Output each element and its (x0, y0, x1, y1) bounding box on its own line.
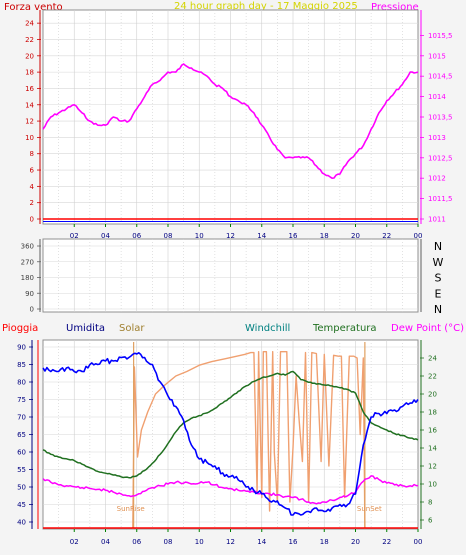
chart-title: 24 hour graph day - 17 Maggio 2025 (174, 1, 358, 12)
chart3-right-tick-label: 10 (428, 481, 437, 489)
chart3-xtick-label: 02 (70, 538, 79, 546)
chart3-xtick-label: 06 (132, 538, 141, 546)
chart3-left-tick-label: 75 (17, 396, 26, 404)
chart3-xtick-label: 14 (257, 538, 266, 546)
chart1-left-tick-label: 14 (25, 101, 34, 109)
chart3-right-tick-label: 8 (428, 499, 432, 507)
dewpoint-legend: Dew Point (°C) (391, 323, 464, 334)
chart3-left-tick-label: 45 (17, 501, 26, 509)
chart1-xtick-label: 18 (320, 232, 329, 240)
chart3-humidity-line (42, 352, 419, 516)
chart3-xtick-label: 10 (195, 538, 204, 546)
chart1-right-tick-label: 1014 (428, 93, 446, 101)
chart3-right-tick-label: 22 (428, 373, 437, 381)
chart1-left-tick-label: 4 (30, 183, 35, 191)
chart1-xtick-label: 06 (132, 232, 141, 240)
chart1-left-tick-label: 10 (25, 134, 34, 142)
chart3-left-tick-label: 60 (17, 449, 26, 457)
chart3-xtick-label: 20 (351, 538, 360, 546)
windchill-legend: Windchill (245, 323, 290, 334)
sunrise-label: SunRise (117, 505, 145, 513)
chart2-tick-label: 90 (25, 290, 34, 298)
chart3-right-tick-label: 20 (428, 391, 437, 399)
chart2-direction-label: N (434, 240, 442, 253)
chart3-left-tick-label: 70 (17, 414, 26, 422)
chart1-left-tick-label: 6 (30, 167, 35, 175)
chart3-xtick-label: 16 (289, 538, 298, 546)
chart3-left-tick-label: 50 (17, 484, 26, 492)
chart1-left-tick-label: 24 (25, 20, 34, 28)
chart1-xtick-label: 04 (101, 232, 110, 240)
chart3-solar-line (132, 351, 366, 530)
chart1-left-tick-label: 18 (25, 69, 34, 77)
chart1-xtick-label: 02 (70, 232, 79, 240)
chart3-left-tick-label: 90 (17, 344, 26, 352)
chart1-right-tick-label: 1015 (428, 52, 446, 60)
chart1-pressure-line (42, 63, 419, 179)
chart1-right-tick-label: 1013,5 (428, 114, 453, 122)
chart1-left-tick-label: 2 (30, 199, 34, 207)
chart3-left-tick-label: 65 (17, 431, 26, 439)
chart2-tick-label: 270 (21, 258, 34, 266)
chart1-left-tick-label: 22 (25, 36, 34, 44)
chart1-left-tick-label: 8 (30, 150, 34, 158)
chart1-xtick-label: 16 (289, 232, 298, 240)
chart1-xtick-label: 10 (195, 232, 204, 240)
chart1-right-tick-label: 1011 (428, 216, 446, 224)
chart3-temperature-line (42, 370, 419, 479)
solar-legend: Solar (119, 323, 145, 334)
chart2-direction-label: W (433, 256, 444, 269)
rain-legend: Pioggia (2, 323, 38, 334)
chart1-right-tick-label: 1013 (428, 134, 446, 142)
chart3-right-tick-label: 16 (428, 427, 437, 435)
chart1-xtick-label: 08 (164, 232, 173, 240)
chart2-direction-label: E (435, 287, 442, 300)
chart1-xtick-label: 14 (257, 232, 266, 240)
chart3-left-tick-label: 80 (17, 379, 26, 387)
chart3-xtick-label: 18 (320, 538, 329, 546)
chart2-tick-label: 180 (21, 274, 34, 282)
chart3-xtick-label: 08 (164, 538, 173, 546)
wind-force-label: Forza vento (4, 2, 63, 13)
chart2-direction-label: N (434, 303, 442, 316)
chart1-xtick-label: 20 (351, 232, 360, 240)
chart1-xtick-label: 22 (382, 232, 391, 240)
chart3-left-tick-label: 85 (17, 361, 26, 369)
sunset-label: SunSet (357, 505, 382, 513)
chart2-tick-label: 360 (21, 243, 34, 251)
chart1-right-tick-label: 1015,5 (428, 32, 453, 40)
chart3-xtick-label: 22 (382, 538, 391, 546)
chart3-right-tick-label: 6 (428, 517, 433, 525)
chart3-right-tick-label: 14 (428, 445, 437, 453)
chart2-tick-label: 0 (30, 306, 34, 314)
chart3-right-tick-label: 24 (428, 355, 437, 363)
chart3-xtick-label: 00 (414, 538, 423, 546)
chart3-right-tick-label: 12 (428, 463, 437, 471)
chart3-right-tick-label: 18 (428, 409, 437, 417)
chart1-right-tick-label: 1011,5 (428, 195, 453, 203)
chart1-left-tick-label: 12 (25, 118, 34, 126)
chart2-direction-label: S (435, 272, 442, 285)
chart1-left-tick-label: 0 (30, 216, 34, 224)
chart1-xtick-label: 00 (414, 232, 423, 240)
chart3-xtick-label: 12 (226, 538, 235, 546)
chart1-left-tick-label: 20 (25, 52, 34, 60)
humidity-legend: Umidita (66, 323, 105, 334)
chart3-xtick-label: 04 (101, 538, 110, 546)
chart1-right-tick-label: 1012 (428, 175, 446, 183)
chart1-left-tick-label: 16 (25, 85, 34, 93)
chart1-xtick-label: 12 (226, 232, 235, 240)
chart3-left-tick-label: 40 (17, 519, 26, 527)
chart1-right-tick-label: 1012,5 (428, 154, 453, 162)
chart1-right-tick-label: 1014,5 (428, 73, 453, 81)
chart3-left-tick-label: 55 (17, 466, 26, 474)
temperature-legend: Temperatura (312, 323, 377, 334)
pressure-label: Pressione (371, 2, 419, 13)
